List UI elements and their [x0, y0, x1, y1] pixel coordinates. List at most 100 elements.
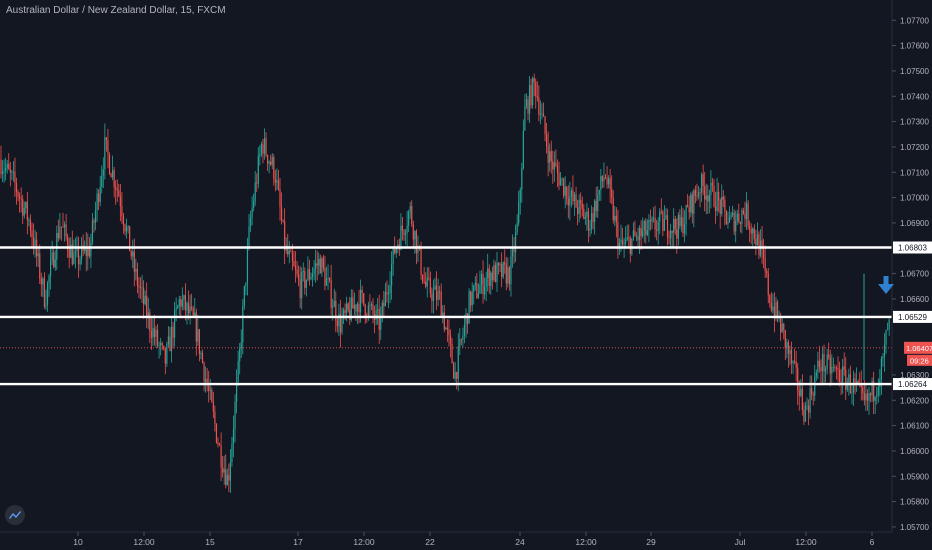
candle-body: [485, 278, 487, 287]
y-tick-label: 1.05700: [900, 523, 929, 532]
candle-body: [147, 312, 149, 318]
candle-body: [558, 172, 560, 186]
candle-body: [414, 230, 416, 240]
candle-body: [473, 285, 475, 292]
candle-body: [76, 247, 78, 251]
candle-body: [721, 196, 723, 214]
candle-body: [702, 174, 704, 187]
candle-body: [60, 226, 63, 228]
time-axis[interactable]: 10 12:00 15 17 12:00 22 24 12:00 29 Jul 12:00 6: [73, 532, 875, 547]
candle-body: [528, 85, 531, 114]
candle-body: [203, 362, 205, 382]
candle-body: [215, 423, 218, 443]
candle-body: [666, 215, 669, 237]
y-tick-label: 1.07100: [900, 168, 929, 177]
candle-body: [124, 224, 126, 232]
level-label-box: [893, 310, 932, 323]
candle-body: [739, 221, 741, 224]
candle-body: [186, 303, 188, 311]
candle-body: [98, 193, 100, 202]
candle-body: [628, 237, 630, 239]
candle-body: [12, 171, 14, 173]
candle-body: [521, 168, 523, 190]
candle-body: [553, 162, 555, 170]
candle-body: [130, 251, 132, 257]
candle-body: [378, 309, 380, 330]
candle-body: [656, 229, 658, 231]
candle-body: [701, 174, 703, 193]
candle-body: [228, 475, 230, 481]
candle-body: [778, 318, 780, 319]
candle-body: [577, 207, 579, 215]
candle-body: [426, 277, 428, 287]
candle-body: [767, 273, 769, 296]
arrow-down-icon: [878, 276, 894, 294]
candle-body: [206, 378, 208, 386]
candle-body: [135, 268, 137, 272]
candle-body: [71, 244, 73, 264]
candle-body: [330, 279, 332, 308]
candle-body: [174, 310, 176, 338]
candle-body: [549, 151, 551, 163]
candle-body: [287, 245, 289, 255]
candle-body: [105, 137, 107, 141]
candle-body: [468, 291, 470, 324]
candle-body: [592, 213, 594, 222]
y-tick-label: 1.07600: [900, 42, 929, 51]
price-axis[interactable]: 1.07700 1.07600 1.07500 1.07400 1.07300 1.072…: [892, 16, 929, 532]
candle-body: [417, 245, 419, 254]
candle-body: [355, 304, 357, 312]
x-tick-label: 12:00: [353, 537, 375, 547]
candle-body: [260, 144, 262, 154]
candle-body: [364, 304, 366, 316]
candle-body: [507, 267, 509, 284]
candle-body: [45, 304, 47, 307]
candle-body: [857, 381, 859, 384]
x-tick-label: 12:00: [795, 537, 817, 547]
candle-body: [550, 151, 552, 162]
chart-title: Australian Dollar / New Zealand Dollar, …: [6, 5, 226, 16]
candle-body: [741, 210, 743, 224]
tradingview-logo-icon[interactable]: [5, 505, 25, 525]
candle-body: [11, 171, 13, 173]
candle-body: [392, 247, 394, 265]
candle-body: [435, 285, 438, 300]
level-label: 1.06803: [898, 244, 927, 253]
candle-body: [256, 182, 258, 184]
candle-body: [367, 305, 369, 318]
candle-body: [338, 313, 340, 327]
candle-body: [838, 370, 841, 382]
candle-body: [225, 469, 227, 486]
candle-body: [70, 244, 72, 258]
candle-body: [804, 405, 807, 422]
candle-body: [65, 224, 67, 237]
candle-body: [648, 220, 650, 230]
candle-body: [26, 201, 28, 221]
candle-body: [81, 245, 83, 260]
candle-body: [431, 293, 433, 301]
candle-body: [559, 178, 562, 186]
candle-body: [439, 291, 441, 293]
candle-body: [631, 238, 633, 254]
candle-body: [856, 381, 858, 384]
candle-body: [617, 222, 619, 249]
candle-body: [254, 182, 256, 202]
candle-body: [271, 157, 273, 165]
level-label-box: [893, 241, 932, 254]
candle-body: [166, 344, 168, 364]
candle-body: [877, 387, 879, 395]
candle-body: [794, 361, 796, 363]
candle-body: [263, 138, 266, 154]
candle-body: [727, 222, 729, 224]
candle-body: [54, 259, 56, 268]
candle-body: [273, 157, 275, 180]
y-tick-label: 1.06600: [900, 295, 929, 304]
candle-body: [809, 387, 811, 413]
candle-body: [479, 284, 481, 294]
candle-body: [753, 228, 755, 239]
candle-body: [752, 228, 754, 234]
candle-body: [508, 267, 510, 285]
candle-body: [539, 114, 541, 116]
candle-body: [831, 366, 833, 374]
